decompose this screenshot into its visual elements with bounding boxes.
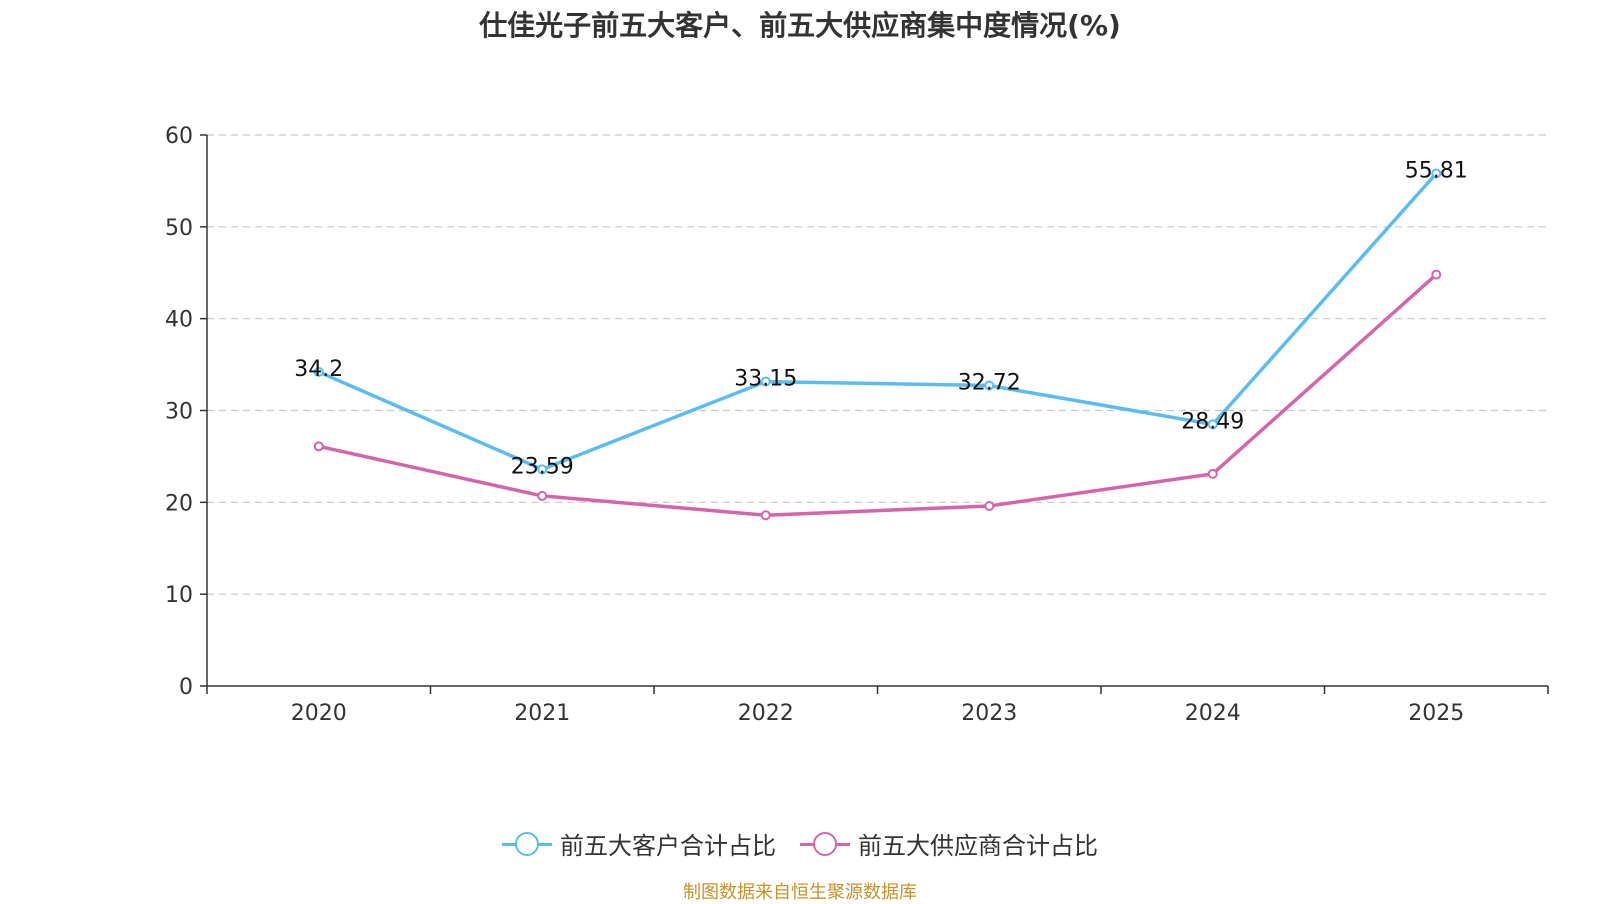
y-tick-label-20: 20	[165, 491, 193, 516]
y-tick-label-40: 40	[165, 308, 193, 333]
x-tick-label-2022: 2022	[738, 701, 794, 726]
legend-label-customers: 前五大客户合计占比	[560, 832, 776, 860]
data-labels: 34.2 23.59 33.15 32.72 28.49 55.81	[294, 158, 1467, 479]
legend-item-customers[interactable]: 前五大客户合计占比	[502, 826, 776, 861]
x-tick-label-2023: 2023	[961, 701, 1017, 726]
axes: 0 10 20 30 40 50 60 2020 2021 2022 2023 2024 2025	[165, 124, 1549, 726]
data-label-2023: 32.72	[958, 371, 1021, 396]
series-0-point-2021	[537, 464, 548, 475]
y-tick-label-30: 30	[165, 400, 193, 425]
legend-marker-suppliers	[800, 831, 850, 857]
series-0-point-2020	[313, 366, 324, 377]
y-tick-label-60: 60	[165, 124, 193, 149]
series-0-point-2024	[1207, 419, 1218, 430]
y-tick-label-10: 10	[165, 583, 193, 608]
data-label-2022: 33.15	[734, 367, 797, 392]
data-label-2025: 55.81	[1405, 158, 1468, 183]
line-chart: 0 10 20 30 40 50 60 2020 2021 2022 2023 2024 2025 34…	[165, 124, 1549, 726]
series-0-point-2023	[984, 380, 995, 391]
chart-title: 仕佳光子前五大客户、前五大供应商集中度情况(%)	[479, 9, 1121, 42]
data-label-2024: 28.49	[1181, 409, 1244, 434]
series	[313, 168, 1442, 521]
series-1-point-2025	[1431, 269, 1442, 280]
source-note: 制图数据来自恒生聚源数据库	[683, 882, 917, 903]
series-0-point-2022	[760, 376, 771, 387]
series-line-0	[318, 172, 1438, 472]
series-1-point-2022	[760, 510, 771, 521]
series-1-point-2023	[984, 501, 995, 512]
gridlines	[207, 134, 1548, 595]
y-tick-label-0: 0	[179, 675, 193, 700]
legend-marker-customers	[502, 831, 552, 857]
series-0-point-2025	[1431, 168, 1442, 179]
x-tick-label-2020: 2020	[291, 701, 347, 726]
x-tick-label-2021: 2021	[514, 701, 570, 726]
series-1-point-2020	[313, 441, 324, 452]
legend: 前五大客户合计占比 前五大供应商合计占比	[0, 826, 1600, 861]
data-label-2021: 23.59	[511, 454, 574, 479]
series-line-1	[318, 273, 1438, 517]
series-1-point-2024	[1207, 468, 1218, 479]
x-tick-label-2024: 2024	[1185, 701, 1241, 726]
legend-item-suppliers[interactable]: 前五大供应商合计占比	[800, 826, 1098, 861]
y-tick-label-50: 50	[165, 216, 193, 241]
x-tick-label-2025: 2025	[1408, 701, 1464, 726]
series-1-point-2021	[537, 490, 548, 501]
data-label-2020: 34.2	[294, 357, 343, 382]
legend-label-suppliers: 前五大供应商合计占比	[858, 832, 1098, 860]
